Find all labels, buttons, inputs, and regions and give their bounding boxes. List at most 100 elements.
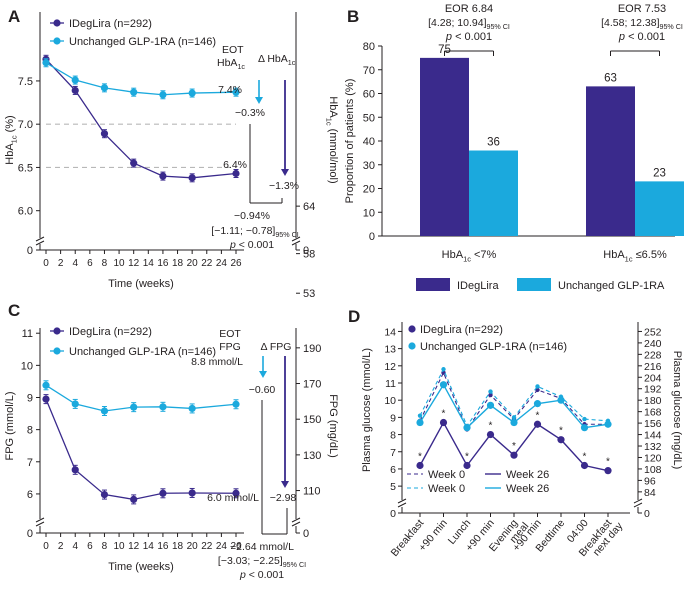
y2-tick-label: 216 [644,361,662,373]
x-tick-label: 24 [216,541,228,552]
category-label-part: ≤6.5% [633,249,667,261]
y2-tick-label: 130 [303,450,321,462]
eot-hba1c-label-part: HbA [217,57,237,69]
data-point [232,400,240,408]
y2-tick-label: 156 [644,418,662,430]
y2-axis-break-b [633,502,643,508]
legend-label-glp: Unchanged GLP-1RA (n=146) [69,346,216,358]
category-label-part: HbA [603,249,625,261]
data-point [232,169,240,178]
y2-tick-label: 84 [644,487,656,499]
x-tick-label: 2 [58,258,64,269]
panel-d-chart: D 5 6 7 8 9 10 11 12 13 14 0 Plasma glucose (mmol/L)… [348,307,683,559]
p-value-part: < 0.001 [246,569,284,581]
data-point-week0 [417,413,423,418]
panel-b-chart: B 0 10 20 30 40 50 60 70 80 Proportion of patients… [344,3,684,292]
data-point [159,489,167,497]
data-point-week0 [441,367,446,372]
y-tick-label-zero: 0 [27,528,33,540]
data-point [42,59,50,67]
confidence-interval: [−3.03; −2.25]95% CI [218,555,306,569]
legend-label-glp: Unchanged GLP-1RA (n=146) [420,341,567,353]
y2-axis-break-a [291,517,301,523]
y2-axis-label-part: (mmol/mol) [327,126,339,184]
data-point [100,84,109,92]
eot-hba1c-label: HbA1c [217,57,245,71]
y-tick-label: 40 [363,136,375,148]
y2-tick-label: 240 [644,338,662,350]
category-label-part: <7% [471,249,497,261]
x-tick-label: 18 [172,258,184,269]
legend-marker-glp [408,342,416,350]
y-tick-label: 12 [384,361,396,373]
panel-letter: B [347,7,359,26]
data-point [463,461,471,470]
y-axis-break-b [35,240,45,246]
y-tick-label: 6 [27,489,33,501]
y2-tick-label: 110 [303,486,321,498]
data-point [439,418,448,427]
y-axis-label: HbA1c (%) [4,115,18,164]
legend-label-idegl: IDegLira (n=292) [69,18,152,30]
eot-label: EOT [219,328,241,340]
y2-tick-label: 252 [644,326,662,338]
x-tick-label: Breakfast [389,517,427,559]
y-axis-label-part: 1c [9,135,18,143]
x-axis-label: Time (weeks) [108,561,174,573]
significance-star: * [606,457,610,468]
y-tick-label: 13 [384,344,396,356]
x-tick-label: 10 [114,541,126,552]
y-tick-label: 80 [363,41,375,53]
legend-label-glp: Unchanged GLP-1RA (n=146) [69,36,216,48]
y-tick-label: 6 [390,464,396,476]
data-point [533,400,542,408]
y2-axis-break-a [633,498,643,504]
bar-idegl [420,57,469,236]
bar-value-label: 75 [438,44,451,56]
legend-marker-glp [53,37,61,45]
confidence-interval-part: 95% CI [283,561,306,569]
significance-star: * [512,441,516,452]
data-point [557,396,565,404]
data-point [71,86,79,95]
legend-marker-idegl [53,19,61,27]
data-point [130,159,138,167]
x-tick-label: 0 [43,258,49,269]
y-tick-label: 11 [22,328,33,340]
eor-confidence-interval: [4.28; 10.94]95% CI [428,17,510,31]
eor-label: EOR 6.84 [445,3,493,15]
category-label-part: 1c [463,254,471,263]
eot-fpg-label: FPG [219,341,241,353]
x-axis-label: Time (weeks) [108,278,174,290]
y-tick-label: 8 [390,430,396,442]
x-tick-label: 20 [187,541,199,552]
y2-tick-label: 132 [644,441,662,453]
x-tick-label: 10 [114,258,126,269]
data-point [100,130,109,138]
data-point [100,490,109,499]
confidence-interval-part: 95% CI [275,231,298,239]
eor-label: EOR 7.53 [618,3,666,15]
data-point [130,495,138,503]
data-point [232,88,240,96]
legend-label-idegl: IDegLira [457,280,499,292]
y2-tick-label-zero: 0 [303,245,309,257]
data-point [159,91,167,99]
eot-label: EOT [222,44,244,56]
treatment-difference: −2.64 mmol/L [230,541,294,553]
data-point [463,424,471,432]
panel-b: B 0 10 20 30 40 50 60 70 80 Proportion of patients… [340,0,685,298]
x-tick-label: 18 [172,541,184,552]
y2-tick-label: 180 [644,395,662,407]
y-tick-label: 7 [27,457,33,469]
data-point [486,430,495,439]
y-tick-label: 60 [363,89,375,101]
confidence-interval-part: [−3.03; −2.25] [218,555,283,567]
x-tick-label: 26 [230,258,242,269]
legend-label-week26-idegl: Week 26 [506,469,549,481]
p-value: p < 0.001 [229,239,274,251]
legend-swatch-idegl [416,278,450,291]
legend-label-idegl: IDegLira (n=292) [69,326,152,338]
data-point-week0 [488,392,493,398]
x-tick-label: 4 [72,541,78,552]
